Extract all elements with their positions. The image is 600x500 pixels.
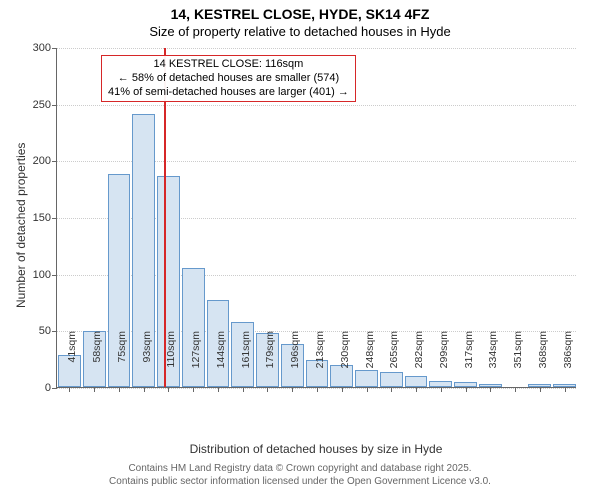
annotation-box: 14 KESTREL CLOSE: 116sqm← 58% of detache… [101, 55, 356, 102]
xtick-label: 127sqm [190, 331, 202, 391]
gridline-h [57, 48, 576, 49]
ytick-mark [52, 161, 57, 162]
y-axis-label: Number of detached properties [14, 143, 28, 308]
xtick-label: 334sqm [487, 331, 499, 391]
xtick-label: 230sqm [339, 331, 351, 391]
ytick-label: 0 [45, 382, 51, 394]
ytick-label: 100 [33, 269, 51, 281]
footer: Contains HM Land Registry data © Crown c… [0, 462, 600, 488]
xtick-label: 213sqm [314, 331, 326, 391]
xtick-label: 58sqm [91, 331, 103, 391]
xtick-label: 299sqm [438, 331, 450, 391]
xtick-label: 179sqm [264, 331, 276, 391]
ytick-mark [52, 48, 57, 49]
plot-area: 05010015020025030041sqm58sqm75sqm93sqm11… [56, 48, 576, 388]
ytick-mark [52, 105, 57, 106]
xtick-label: 110sqm [165, 331, 177, 391]
xtick-label: 248sqm [364, 331, 376, 391]
chart-title: 14, KESTREL CLOSE, HYDE, SK14 4FZ Size o… [0, 0, 600, 39]
ytick-label: 50 [39, 325, 51, 337]
xtick-label: 282sqm [413, 331, 425, 391]
ytick-mark [52, 331, 57, 332]
annotation-line: 14 KESTREL CLOSE: 116sqm [108, 58, 349, 72]
xtick-label: 41sqm [66, 331, 78, 391]
xtick-label: 161sqm [240, 331, 252, 391]
xtick-label: 93sqm [141, 331, 153, 391]
xtick-label: 386sqm [562, 331, 574, 391]
ytick-mark [52, 275, 57, 276]
ytick-mark [52, 218, 57, 219]
ytick-mark [52, 388, 57, 389]
ytick-label: 300 [33, 42, 51, 54]
title-line1: 14, KESTREL CLOSE, HYDE, SK14 4FZ [0, 6, 600, 22]
xtick-label: 265sqm [388, 331, 400, 391]
x-axis-label: Distribution of detached houses by size … [56, 442, 576, 456]
xtick-label: 368sqm [537, 331, 549, 391]
footer-line2: Contains public sector information licen… [0, 475, 600, 488]
xtick-label: 196sqm [289, 331, 301, 391]
gridline-h [57, 105, 576, 106]
xtick-label: 351sqm [512, 331, 524, 391]
footer-line1: Contains HM Land Registry data © Crown c… [0, 462, 600, 475]
annotation-line: ← 58% of detached houses are smaller (57… [108, 72, 349, 86]
ytick-label: 250 [33, 99, 51, 111]
xtick-label: 75sqm [116, 331, 128, 391]
ytick-label: 150 [33, 212, 51, 224]
title-line2: Size of property relative to detached ho… [0, 24, 600, 39]
xtick-label: 144sqm [215, 331, 227, 391]
xtick-label: 317sqm [463, 331, 475, 391]
annotation-line: 41% of semi-detached houses are larger (… [108, 86, 349, 100]
ytick-label: 200 [33, 155, 51, 167]
